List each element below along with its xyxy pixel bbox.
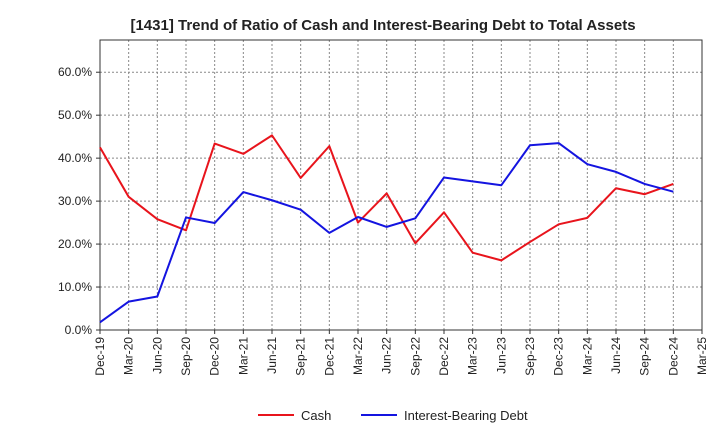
- x-tick-label: Dec-23: [552, 337, 566, 376]
- x-tick-label: Sep-21: [294, 337, 308, 376]
- legend-label-interest-bearing-debt: Interest-Bearing Debt: [404, 408, 528, 423]
- y-tick-label: 40.0%: [58, 151, 92, 165]
- x-tick-label: Jun-23: [494, 337, 508, 374]
- y-tick-label: 0.0%: [65, 323, 93, 337]
- series-line-interest-bearing-debt: [99, 142, 674, 324]
- x-tick-label: Dec-19: [93, 337, 107, 376]
- y-tick-label: 30.0%: [58, 194, 92, 208]
- x-tick-label: Sep-22: [408, 337, 422, 376]
- x-tick-label: Mar-22: [351, 337, 365, 375]
- x-tick-label: Dec-24: [666, 337, 680, 376]
- x-tick-label: Mar-24: [580, 337, 594, 375]
- y-tick-label: 60.0%: [58, 65, 92, 79]
- legend-label-cash: Cash: [301, 408, 331, 423]
- y-tick-label: 20.0%: [58, 237, 92, 251]
- chart-title: [1431] Trend of Ratio of Cash and Intere…: [130, 17, 635, 34]
- x-tick-label: Jun-22: [380, 337, 394, 374]
- x-tick-label: Mar-25: [695, 337, 709, 375]
- x-tick-label: Jun-20: [150, 337, 164, 374]
- x-tick-label: Mar-21: [236, 337, 250, 375]
- x-tick-label: Jun-21: [265, 337, 279, 374]
- series-line-cash: [99, 134, 674, 262]
- grid: [100, 40, 702, 330]
- x-tick-label: Sep-23: [523, 337, 537, 376]
- legend: Cash Interest-Bearing Debt: [258, 408, 528, 423]
- x-tick-label: Sep-20: [179, 337, 193, 376]
- x-tick-label: Mar-23: [466, 337, 480, 375]
- x-tick-label: Dec-20: [208, 337, 222, 376]
- series: [99, 134, 674, 324]
- x-tick-label: Dec-22: [437, 337, 451, 376]
- x-tick-label: Dec-21: [322, 337, 336, 376]
- x-tick-label: Jun-24: [609, 337, 623, 374]
- y-axis: 0.0% 10.0% 20.0% 30.0% 40.0% 50.0% 60.0%: [58, 65, 100, 337]
- x-axis: Dec-19 Mar-20 Jun-20 Sep-20 Dec-20 Mar-21 Jun-…: [93, 330, 709, 376]
- x-tick-label: Mar-20: [122, 337, 136, 375]
- plot-frame: [99, 39, 703, 331]
- y-tick-label: 50.0%: [58, 108, 92, 122]
- y-tick-label: 10.0%: [58, 280, 92, 294]
- x-tick-label: Sep-24: [638, 337, 652, 376]
